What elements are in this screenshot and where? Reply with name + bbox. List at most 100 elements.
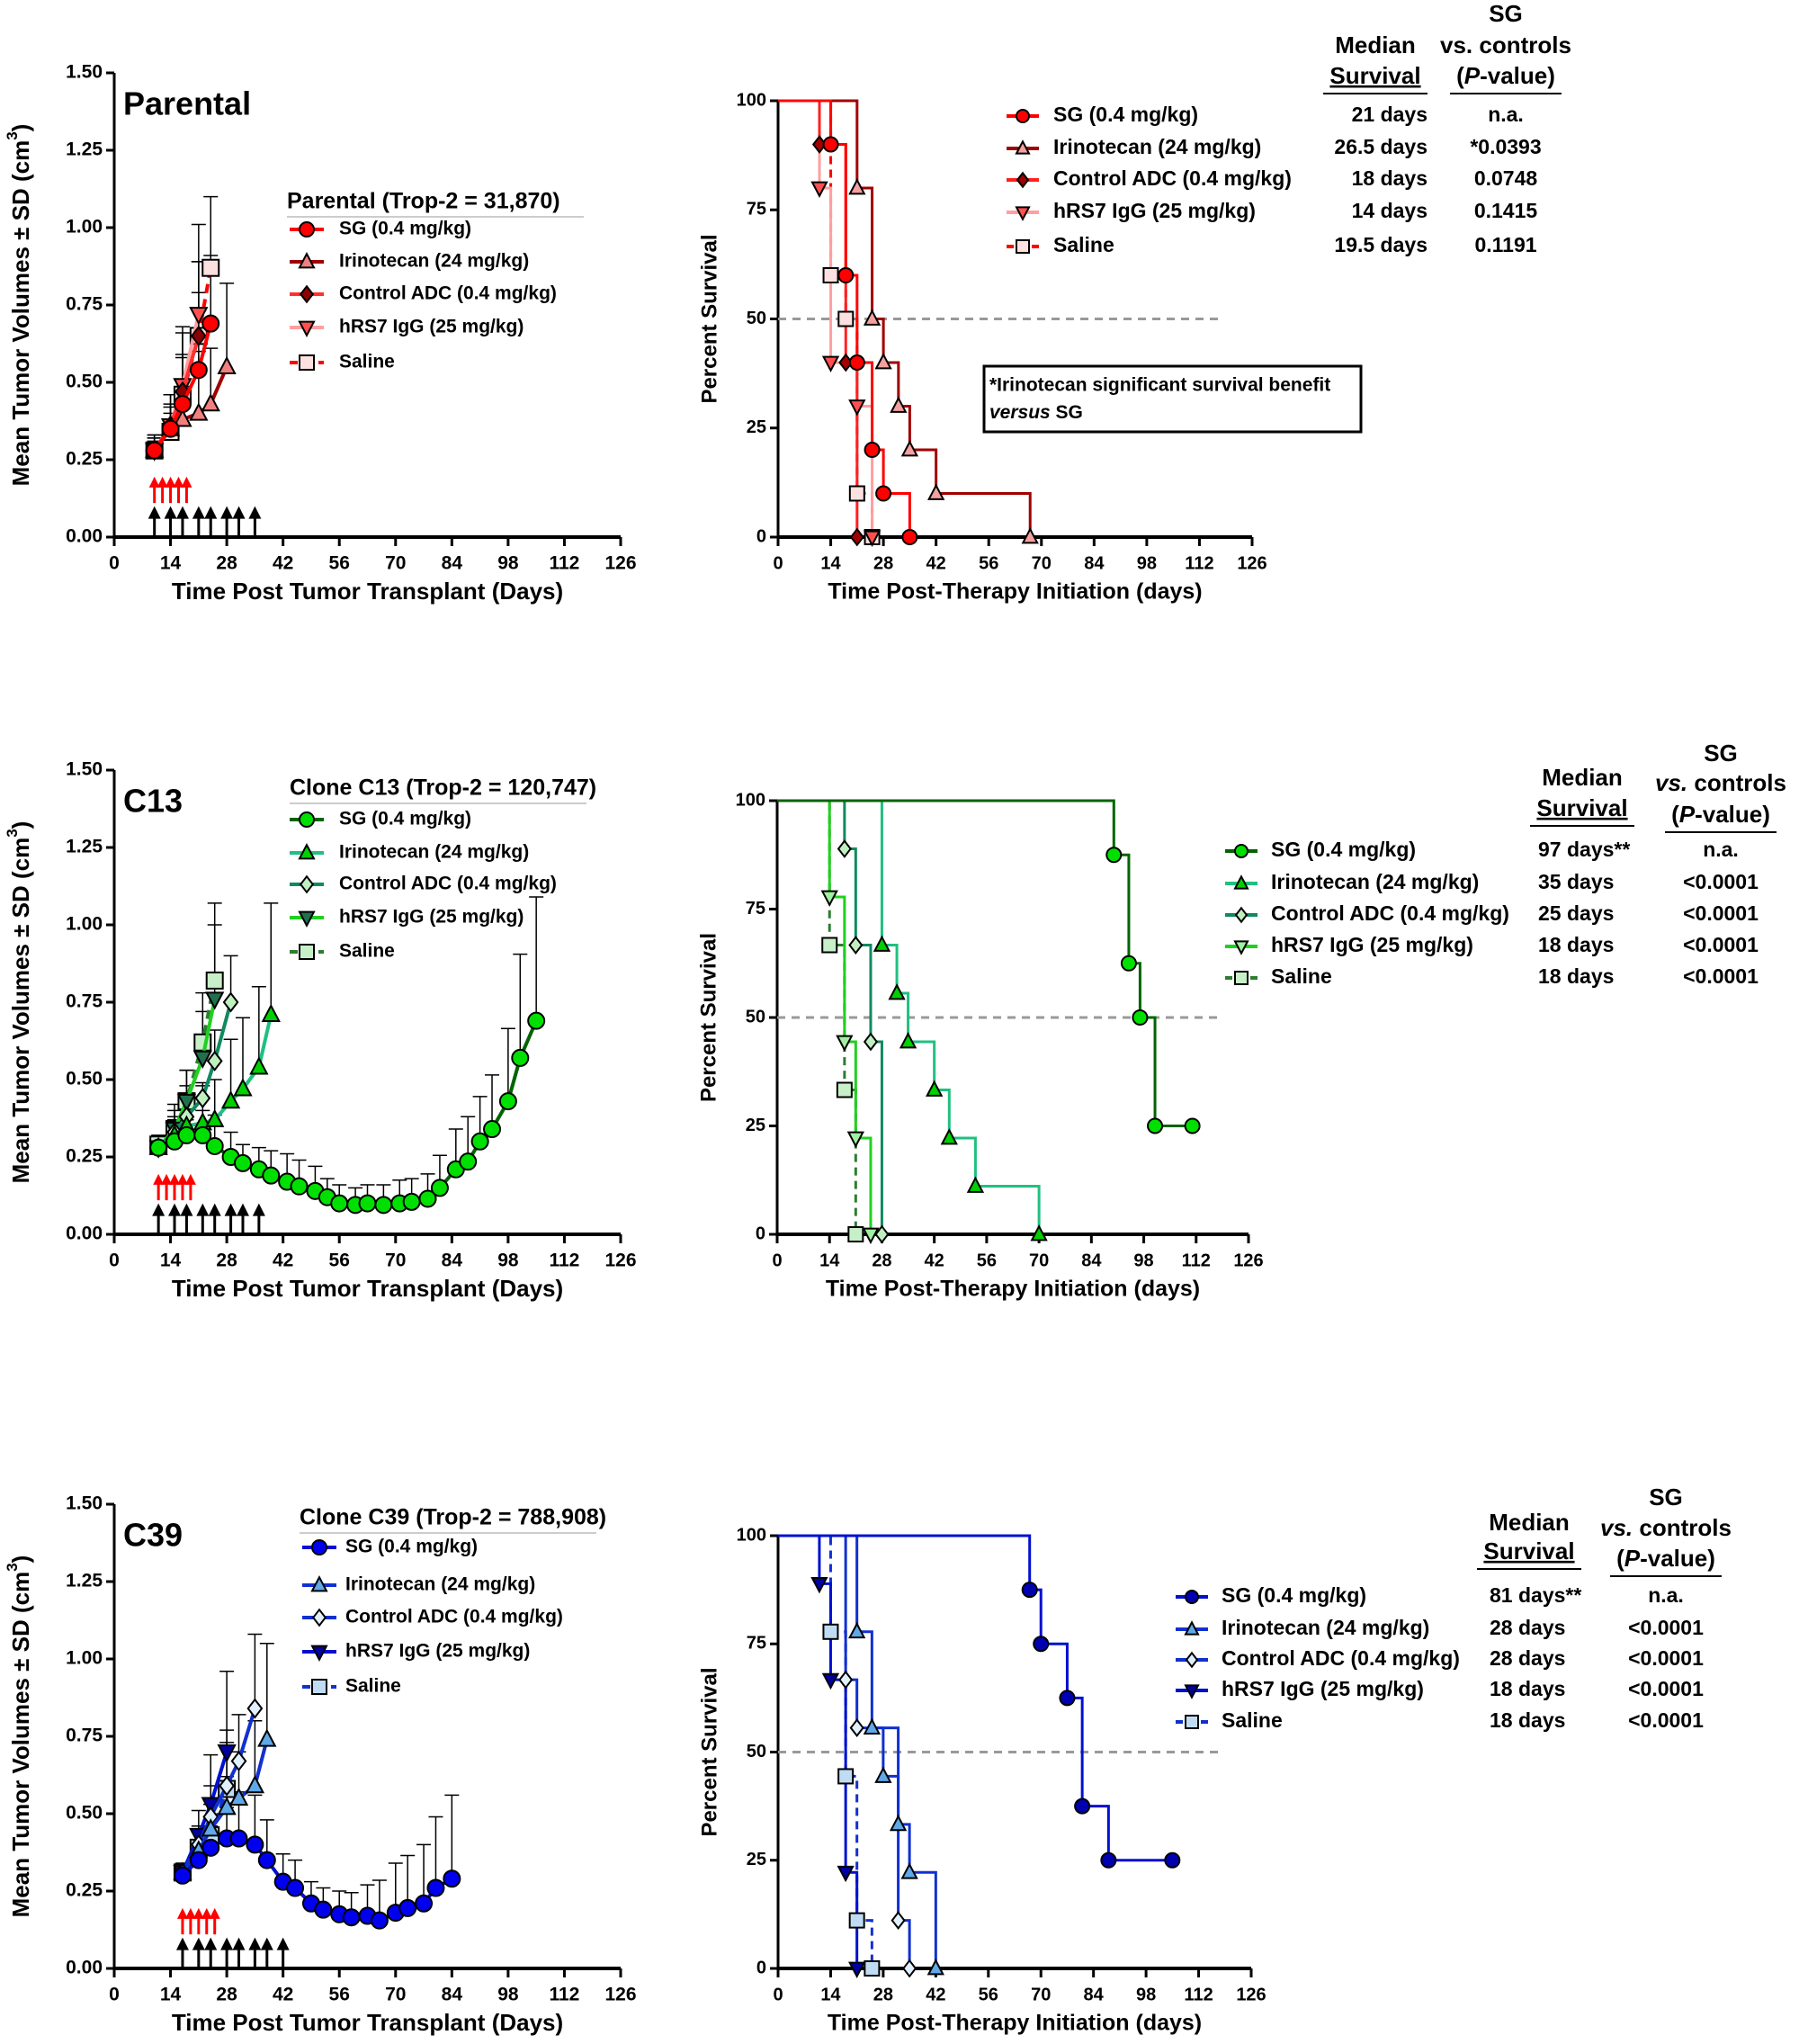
x-tick-label: 126: [604, 1251, 636, 1271]
legend-triangle-down-marker-icon: [1233, 940, 1249, 955]
survival-data-point: [1059, 1690, 1076, 1707]
red-dose-arrow-head-icon: [161, 1173, 173, 1185]
y-tick-label: 0.75: [66, 294, 103, 315]
y-tick-label: 0.75: [66, 991, 103, 1012]
legend-row: Control ADC (0.4 mg/kg) 28 days <0.0001: [1176, 1646, 1704, 1670]
legend-square-marker-icon: [1016, 239, 1030, 254]
survival-data-point: [821, 355, 840, 372]
median-survival-value: 97 days**: [1538, 838, 1630, 861]
legend-label: hRS7 IgG (25 mg/kg): [339, 317, 524, 337]
x-tick-label: 112: [1185, 553, 1213, 573]
data-point: [290, 1177, 309, 1196]
legend-label: Irinotecan (24 mg/kg): [339, 251, 529, 272]
x-tick-label: 56: [329, 1251, 350, 1271]
data-point: [205, 1108, 225, 1127]
black-dose-arrow-head-icon: [252, 1203, 265, 1216]
p-value: 0.0748: [1474, 166, 1538, 190]
data-point: [173, 395, 192, 414]
panel-label: Parental: [123, 85, 251, 121]
legend-circle-marker-icon: [299, 221, 315, 238]
black-dose-arrow-head-icon: [152, 1203, 166, 1216]
legend-item: Irinotecan (24 mg/kg): [302, 1574, 535, 1595]
median-survival-value: 35 days: [1538, 870, 1614, 893]
red-dose-arrow-head-icon: [148, 476, 160, 488]
x-tick-label: 56: [329, 1985, 350, 2005]
legend-row: SG (0.4 mg/kg) 97 days** n.a.: [1225, 838, 1739, 861]
annotation-border: [982, 364, 1363, 434]
legend-row: Control ADC (0.4 mg/kg) 25 days <0.0001: [1225, 901, 1759, 925]
legend-diamond-marker-icon: [299, 874, 315, 894]
legend-label: SG (0.4 mg/kg): [1271, 838, 1416, 861]
data-point: [374, 1196, 393, 1215]
survival-data-point: [889, 1814, 908, 1832]
black-dose-arrow-head-icon: [224, 1203, 237, 1216]
survival-data-point: [1132, 1009, 1149, 1026]
y-tick-label: 25: [746, 1116, 765, 1135]
legend-square-marker-icon: [1234, 971, 1249, 985]
legend-label: Control ADC (0.4 mg/kg): [339, 283, 557, 304]
p-value: n.a.: [1703, 838, 1739, 861]
x-tick-label: 28: [216, 1985, 237, 2005]
p-value: <0.0001: [1683, 901, 1759, 925]
y-axis-title-text: Mean Tumor Volumes ± SD (cm: [7, 838, 34, 1184]
y-tick-label: 1.50: [66, 759, 103, 780]
black-dose-arrow-head-icon: [148, 506, 161, 519]
black-dose-arrow-head-icon: [248, 506, 262, 519]
median-survival-header: Median: [1335, 31, 1416, 58]
survival-data-point: [849, 527, 864, 547]
legend-circle-marker-icon: [1016, 109, 1030, 123]
tumor-volume-chart: 0 14 28 42 56 70 84 98 112 126 0.00 0.25 0.50 0.75 1.0…: [4, 759, 636, 1302]
survival-data-point: [874, 1766, 892, 1783]
x-tick-label: 0: [109, 1251, 120, 1271]
survival-data-point: [1164, 1851, 1181, 1869]
annotation-text: *Irinotecan significant survival benefit: [989, 375, 1330, 396]
survival-data-point: [899, 1032, 917, 1049]
data-point: [430, 1179, 449, 1197]
legend-item: Control ADC (0.4 mg/kg): [290, 283, 557, 304]
data-point: [257, 1728, 277, 1747]
data-point: [173, 408, 192, 427]
legend-label: Irinotecan (24 mg/kg): [345, 1574, 535, 1595]
red-dose-arrow-head-icon: [153, 1173, 165, 1185]
data-point: [402, 1192, 421, 1211]
x-tick-label: 112: [549, 553, 579, 574]
data-point: [527, 1011, 546, 1030]
data-point: [246, 1835, 264, 1854]
x-tick-label: 112: [549, 1251, 579, 1271]
survival-data-point: [847, 1226, 864, 1242]
y-axis-title-text: Mean Tumor Volumes ± SD (cm: [7, 1572, 34, 1918]
y-tick-label: 75: [746, 899, 765, 919]
median-survival-value: 28 days: [1490, 1616, 1565, 1639]
black-dose-arrow-head-icon: [260, 1937, 273, 1950]
legend-item: hRS7 IgG (25 mg/kg): [290, 907, 524, 928]
y-tick-label: 100: [736, 790, 765, 810]
x-tick-label: 0: [772, 1251, 782, 1270]
survival-data-point: [900, 440, 919, 457]
legend-row: hRS7 IgG (25 mg/kg) 18 days <0.0001: [1225, 933, 1759, 956]
data-point: [189, 307, 209, 326]
median-survival-header: Median: [1489, 1509, 1570, 1536]
survival-data-point: [837, 267, 855, 283]
pvalue-header: (P-value): [1671, 801, 1770, 828]
legend-row: SG (0.4 mg/kg) 21 days n.a.: [1007, 103, 1524, 126]
data-point: [201, 1838, 220, 1857]
x-tick-label: 98: [497, 1251, 519, 1271]
y-tick-label: 0.50: [66, 372, 103, 392]
legend-row: Saline 18 days <0.0001: [1225, 964, 1759, 988]
pvalue-header: vs. controls: [1655, 769, 1786, 796]
legend-square-marker-icon: [311, 1679, 327, 1695]
annotation-italic: versus: [989, 402, 1051, 423]
legend-diamond-marker-icon: [311, 1608, 327, 1627]
x-tick-label: 56: [979, 1985, 998, 2004]
legend-label: hRS7 IgG (25 mg/kg): [339, 907, 524, 928]
data-point: [190, 325, 207, 346]
data-point: [201, 314, 220, 333]
legend-diamond-marker-icon: [1234, 906, 1249, 924]
x-tick-label: 42: [926, 553, 946, 573]
y-axis-title-superscript: 3: [4, 1563, 21, 1571]
data-point: [261, 1003, 281, 1022]
legend-triangle-up-marker-icon: [1015, 139, 1031, 155]
x-tick-label: 112: [1182, 1251, 1211, 1270]
median-survival-value: 18 days: [1352, 166, 1428, 190]
survival-data-point: [888, 983, 906, 1000]
